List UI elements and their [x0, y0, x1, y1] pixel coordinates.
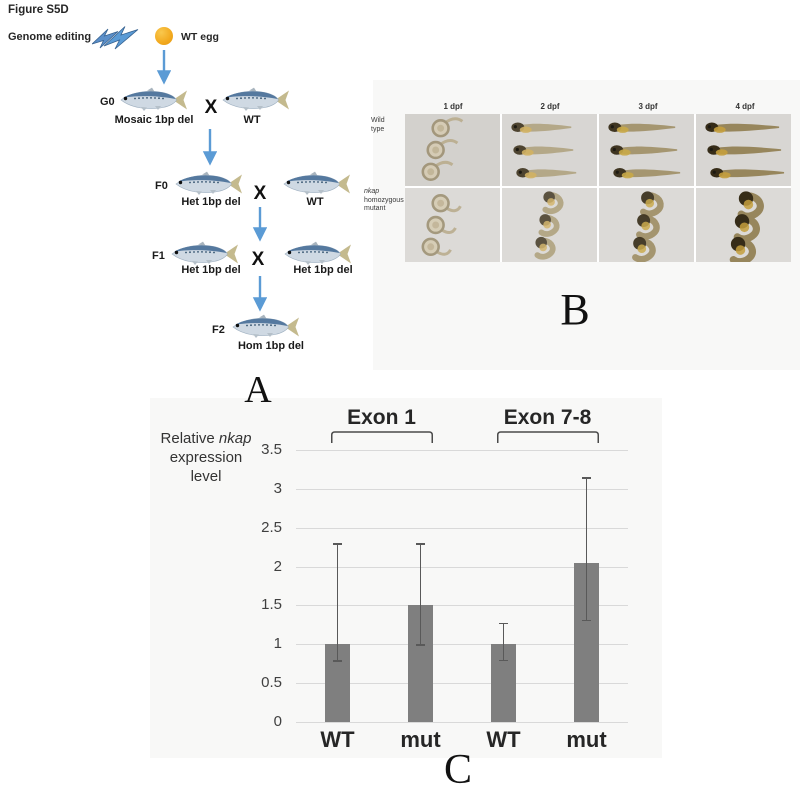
- error-bar-cap-top: [416, 543, 425, 545]
- generation-label-f2: F2: [212, 324, 225, 336]
- error-bar-line: [336, 543, 339, 662]
- x-category-label: mut: [566, 727, 607, 752]
- wt-egg-icon: [155, 27, 173, 45]
- row-label-nkap-mutant: nkap homozygous mutant: [364, 188, 404, 212]
- column-header-1dpf: 1 dpf: [443, 102, 463, 111]
- y-tick-label: 3: [273, 479, 282, 497]
- chart-gridline: [296, 527, 628, 529]
- x-category-label: mut: [400, 727, 441, 752]
- error-bar-cap-top: [499, 622, 508, 625]
- generation-label-f0: F0: [155, 180, 168, 192]
- y-tick-label: 2.5: [261, 518, 282, 536]
- embryo-photo-cell: [696, 114, 791, 186]
- x-category-label: WT: [486, 727, 521, 752]
- fish-caption: WT: [243, 114, 261, 126]
- column-header-2dpf: 2 dpf: [540, 102, 560, 111]
- panel-c-letter: C: [443, 747, 472, 793]
- wt-egg-label: WT egg: [181, 31, 219, 43]
- embryo-photo-cell: [502, 188, 597, 262]
- figure-title: Figure S5D: [8, 4, 69, 16]
- chart-gridline: [296, 722, 628, 723]
- y-tick-label: 1: [273, 635, 282, 653]
- cross-symbol: X: [251, 249, 265, 270]
- panel-a-letter: A: [244, 369, 272, 411]
- embryo-photo-cell: [696, 188, 791, 262]
- row-label-wild-type: Wild type: [371, 117, 385, 133]
- error-bar-cap-bottom: [582, 619, 591, 622]
- chart-gridline: [296, 566, 628, 568]
- error-bar-line: [502, 622, 505, 661]
- chart-gridline: [296, 683, 628, 685]
- error-bar-cap-bottom: [416, 644, 425, 646]
- y-axis-label: Relative nkap expression level: [160, 430, 252, 485]
- chart-gridline: [296, 488, 628, 490]
- cross-symbol: X: [204, 97, 218, 118]
- error-bar-cap-bottom: [333, 660, 342, 662]
- chart-gridline: [296, 644, 628, 646]
- embryo-photo-cell: [599, 114, 694, 186]
- error-bar-cap-top: [582, 477, 591, 479]
- y-tick-label: 0.5: [261, 674, 282, 692]
- embryo-photo-cell: [405, 188, 500, 262]
- fish-caption: Het 1bp del: [181, 196, 241, 208]
- y-tick-label: 2: [273, 557, 282, 575]
- group-label-exon-7-8: Exon 7-8: [503, 406, 592, 429]
- chart-gridline: [296, 605, 628, 607]
- x-category-label: WT: [320, 727, 355, 752]
- error-bar-cap-top: [333, 543, 342, 545]
- group-bracket: [496, 431, 599, 443]
- panel-b-letter: B: [560, 285, 590, 334]
- embryo-photo-cell: [405, 114, 500, 186]
- y-tick-label: 1.5: [261, 596, 282, 614]
- fish-caption: Mosaic 1bp del: [114, 114, 194, 126]
- fish-caption: WT: [306, 196, 324, 208]
- column-header-3dpf: 3 dpf: [638, 102, 658, 111]
- y-tick-label: 0: [273, 713, 282, 730]
- embryo-photo-cell: [599, 188, 694, 262]
- column-header-4dpf: 4 dpf: [735, 102, 755, 111]
- embryo-photo-grid: [405, 114, 791, 262]
- embryo-photo-cell: [502, 114, 597, 186]
- fish-caption: Het 1bp del: [293, 264, 353, 276]
- fish-caption: Het 1bp del: [181, 264, 241, 276]
- error-bar-line: [585, 477, 588, 621]
- genome-editing-label: Genome editing: [8, 31, 92, 43]
- group-label-exon-1: Exon 1: [347, 406, 416, 429]
- generation-label-f1: F1: [152, 250, 165, 262]
- fish-caption: Hom 1bp del: [237, 340, 304, 352]
- generation-label-g0: G0: [100, 96, 115, 108]
- error-bar-line: [419, 543, 422, 646]
- y-tick-label: 3.5: [261, 441, 282, 458]
- chart-gridline: [296, 450, 628, 451]
- error-bar-cap-bottom: [499, 659, 508, 662]
- group-bracket: [330, 431, 433, 443]
- cross-arrows: [156, 50, 268, 312]
- lightning-bolt-icon: [92, 26, 139, 50]
- cross-symbol: X: [253, 183, 267, 204]
